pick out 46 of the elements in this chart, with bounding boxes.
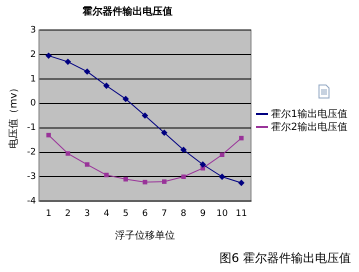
x-tick-label: 5 [122, 208, 129, 219]
y-tick-label: -2 [26, 148, 36, 158]
point [104, 172, 109, 178]
point [142, 112, 148, 119]
point [161, 130, 168, 136]
point [84, 162, 90, 167]
x-tick-label: 3 [84, 208, 90, 219]
y-tick-label: -4 [26, 196, 36, 207]
x-tick-label: 8 [180, 208, 187, 219]
x-tick-label: 11 [236, 208, 248, 219]
x-tick-label: 6 [142, 208, 148, 219]
y-axis-title: 电压值（mv） [8, 82, 20, 148]
point [122, 96, 129, 102]
point [103, 82, 110, 89]
point [181, 174, 186, 180]
point [180, 146, 187, 153]
x-axis-title: 浮子位移单位 [114, 230, 175, 242]
point [162, 179, 167, 184]
y-tick-label: 1 [30, 74, 36, 84]
x-tick-label: 2 [65, 208, 71, 219]
chart-title: 霍尔器件输出电压值 [82, 6, 172, 18]
x-tick-label: 4 [104, 208, 110, 219]
point [239, 136, 244, 140]
y-tick-label: 0 [30, 98, 36, 109]
point [66, 151, 70, 156]
point [46, 132, 51, 138]
point [219, 174, 226, 180]
point [46, 52, 52, 59]
caption: 图6 霍尔器件输出电压值 [220, 250, 351, 267]
x-tick-label: 9 [200, 208, 206, 219]
point [123, 176, 128, 182]
legend-label: 霍尔1输出电压值 [271, 109, 348, 120]
x-tick-label: 7 [161, 208, 168, 219]
y-tick-label: 2 [30, 50, 36, 60]
point [64, 58, 71, 65]
x-tick-label: 1 [46, 208, 52, 219]
point [220, 152, 224, 157]
y-tick-label: -3 [26, 172, 36, 182]
point [84, 68, 90, 75]
y-tick-label: -1 [26, 123, 36, 134]
point [200, 162, 206, 168]
x-tick-label: 10 [216, 208, 228, 219]
legend-label: 霍尔2输出电压值 [271, 122, 348, 133]
y-tick-label: 3 [30, 25, 36, 36]
point [238, 180, 244, 186]
point [142, 180, 148, 184]
